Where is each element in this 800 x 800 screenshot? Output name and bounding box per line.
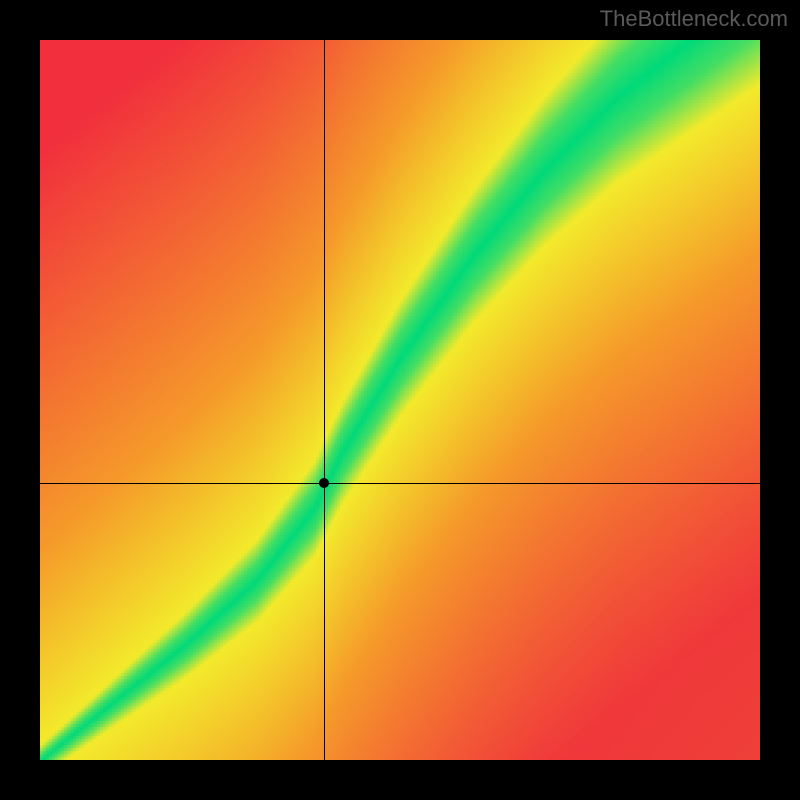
crosshair-vertical [324,40,325,760]
plot-area [40,40,760,760]
chart-container: TheBottleneck.com [0,0,800,800]
crosshair-horizontal [40,483,760,484]
heatmap-canvas [40,40,760,760]
watermark-text: TheBottleneck.com [600,6,788,32]
marker-dot [319,478,329,488]
